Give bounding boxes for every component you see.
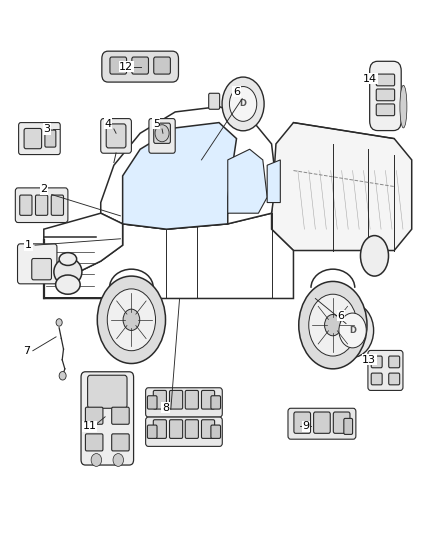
FancyBboxPatch shape [147,425,157,438]
Text: 13: 13 [362,355,376,365]
FancyBboxPatch shape [211,395,220,409]
FancyBboxPatch shape [288,408,356,439]
Text: 5: 5 [153,119,160,128]
Text: 2: 2 [40,184,47,194]
FancyBboxPatch shape [185,390,198,409]
Text: 6: 6 [337,311,344,320]
FancyBboxPatch shape [154,123,170,143]
FancyBboxPatch shape [18,244,57,284]
FancyBboxPatch shape [145,417,223,447]
FancyBboxPatch shape [314,412,330,433]
FancyBboxPatch shape [371,373,382,385]
Text: 9: 9 [302,422,309,431]
Ellipse shape [123,309,140,330]
FancyBboxPatch shape [208,93,219,109]
FancyBboxPatch shape [88,375,127,408]
Ellipse shape [222,77,264,131]
FancyBboxPatch shape [294,412,311,433]
FancyBboxPatch shape [112,407,129,424]
FancyBboxPatch shape [376,74,395,86]
FancyBboxPatch shape [106,124,126,148]
FancyBboxPatch shape [51,195,64,215]
FancyBboxPatch shape [389,356,399,368]
Polygon shape [123,123,237,229]
FancyBboxPatch shape [101,118,131,154]
FancyBboxPatch shape [170,420,183,438]
Ellipse shape [56,319,62,326]
Ellipse shape [56,275,80,294]
Text: 12: 12 [119,62,133,71]
FancyBboxPatch shape [170,390,183,409]
FancyBboxPatch shape [102,51,178,82]
Polygon shape [228,149,267,213]
Ellipse shape [360,236,389,276]
Text: 4: 4 [105,119,112,128]
FancyBboxPatch shape [147,395,157,409]
Text: D: D [349,326,356,335]
FancyBboxPatch shape [149,118,175,154]
Text: 1: 1 [25,240,32,250]
FancyBboxPatch shape [153,390,166,409]
FancyBboxPatch shape [201,390,215,409]
Ellipse shape [325,314,341,336]
FancyBboxPatch shape [15,188,68,223]
Text: 14: 14 [363,74,377,84]
FancyBboxPatch shape [211,425,220,438]
Ellipse shape [400,85,407,128]
FancyBboxPatch shape [333,412,350,433]
FancyBboxPatch shape [18,123,60,155]
FancyBboxPatch shape [24,128,42,149]
FancyBboxPatch shape [318,320,329,336]
FancyBboxPatch shape [154,57,170,74]
FancyBboxPatch shape [85,434,103,451]
Ellipse shape [107,289,155,351]
Ellipse shape [155,125,169,142]
Text: 7: 7 [23,346,30,356]
FancyBboxPatch shape [201,420,215,438]
Ellipse shape [113,454,124,466]
FancyBboxPatch shape [81,372,134,465]
Ellipse shape [54,258,82,286]
Text: D: D [240,100,247,108]
FancyBboxPatch shape [185,420,198,438]
Polygon shape [272,123,412,251]
FancyBboxPatch shape [145,388,223,417]
FancyBboxPatch shape [20,195,32,215]
FancyBboxPatch shape [153,420,166,438]
FancyBboxPatch shape [112,434,129,451]
Polygon shape [44,213,293,298]
FancyBboxPatch shape [45,130,56,147]
Ellipse shape [332,304,374,357]
FancyBboxPatch shape [368,351,403,390]
FancyBboxPatch shape [85,407,103,424]
Ellipse shape [91,454,102,466]
Polygon shape [267,160,280,203]
FancyBboxPatch shape [370,61,401,131]
Text: 8: 8 [162,403,169,413]
Ellipse shape [339,313,366,348]
Ellipse shape [309,294,357,356]
FancyBboxPatch shape [32,259,52,280]
FancyBboxPatch shape [389,373,399,385]
Text: 11: 11 [83,422,97,431]
FancyBboxPatch shape [376,89,395,101]
Ellipse shape [97,276,166,364]
FancyBboxPatch shape [35,195,48,215]
FancyBboxPatch shape [132,57,148,74]
Text: 6: 6 [233,87,240,96]
FancyBboxPatch shape [110,57,127,74]
FancyBboxPatch shape [376,104,395,116]
Ellipse shape [230,86,257,122]
FancyBboxPatch shape [344,418,353,434]
FancyBboxPatch shape [371,356,382,368]
Polygon shape [44,213,123,272]
Ellipse shape [59,372,66,380]
Polygon shape [101,107,276,229]
Ellipse shape [59,253,77,265]
Ellipse shape [299,281,367,369]
Text: 3: 3 [43,124,50,134]
